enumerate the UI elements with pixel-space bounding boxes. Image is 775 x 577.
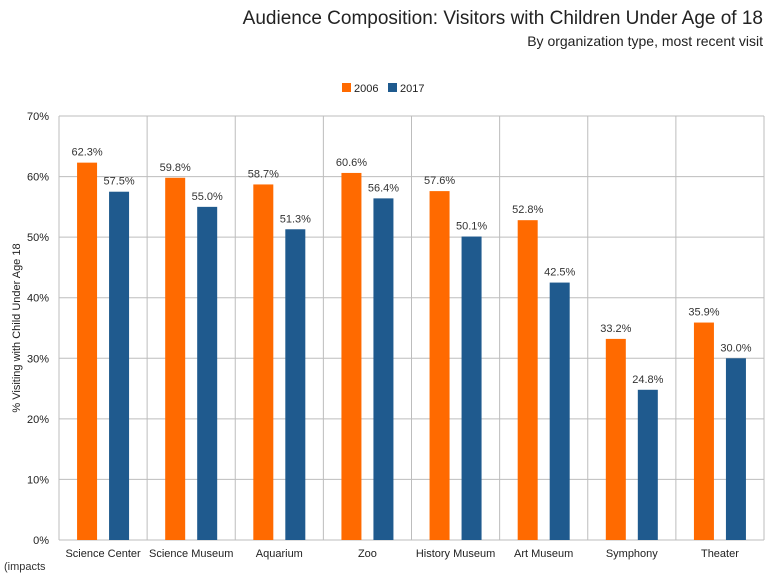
bar-2017: [197, 206, 218, 540]
data-label: 59.8%: [160, 162, 191, 174]
legend-swatch-2006: [342, 83, 351, 92]
bar-2017: [109, 191, 130, 540]
data-label: 51.3%: [280, 213, 311, 225]
bar-2017: [461, 236, 482, 540]
y-axis-ticks: 0% 10% 20% 30% 40% 50% 60% 70%: [27, 111, 49, 547]
x-tick-label: Zoo: [358, 548, 377, 560]
bar-2006: [693, 322, 714, 540]
data-label: 57.5%: [103, 176, 134, 188]
bar-2006: [77, 162, 98, 540]
x-tick-label: Science Center: [65, 548, 141, 560]
bar-2006: [341, 172, 362, 541]
bar-2006: [253, 184, 274, 540]
data-label: 42.5%: [544, 267, 575, 279]
legend-swatch-2017: [388, 83, 397, 92]
bar-2017: [637, 389, 658, 540]
bar-2017: [373, 198, 394, 540]
gridlines: [58, 115, 765, 541]
data-label: 24.8%: [632, 374, 663, 386]
bar-2006: [605, 338, 626, 540]
x-axis-ticks: Science Center Science Museum Aquarium Zoo H…: [65, 548, 739, 560]
data-label: 55.0%: [192, 191, 223, 203]
y-tick-label: 20%: [27, 414, 49, 426]
data-label: 30.0%: [720, 342, 751, 354]
x-tick-label: Science Museum: [149, 548, 233, 560]
x-tick-label: Aquarium: [256, 548, 303, 560]
y-tick-label: 30%: [27, 353, 49, 365]
data-label: 58.7%: [248, 168, 279, 180]
y-tick-label: 70%: [27, 111, 49, 123]
bars: 62.3% 57.5% 59.8% 55.0% 58.7% 51.3% 60.6% 56.4%…: [71, 147, 752, 541]
data-label: 52.8%: [512, 204, 543, 216]
y-tick-label: 40%: [27, 293, 49, 305]
legend: 2006 2017: [342, 83, 424, 95]
y-tick-label: 10%: [27, 474, 49, 486]
bar-2006: [517, 220, 538, 540]
data-label: 50.1%: [456, 221, 487, 233]
x-tick-label: Symphony: [606, 548, 658, 560]
y-tick-label: 50%: [27, 232, 49, 244]
chart-title: Audience Composition: Visitors with Chil…: [242, 8, 763, 29]
bar-2006: [165, 177, 186, 541]
bar-2017: [285, 229, 306, 541]
legend-label: 2006: [354, 83, 378, 95]
data-label: 57.6%: [424, 175, 455, 187]
data-label: 35.9%: [688, 307, 719, 319]
y-axis-label: % Visiting with Child Under Age 18: [11, 243, 23, 412]
x-tick-label: Art Museum: [514, 548, 573, 560]
legend-label: 2017: [400, 83, 424, 95]
y-tick-label: 60%: [27, 172, 49, 184]
bar-2017: [549, 282, 570, 540]
x-tick-label: Theater: [701, 548, 739, 560]
data-label: 62.3%: [71, 147, 102, 159]
data-label: 56.4%: [368, 182, 399, 194]
chart-subtitle: By organization type, most recent visit: [527, 33, 763, 49]
bar-2017: [725, 358, 746, 540]
y-tick-label: 0%: [33, 535, 49, 547]
bar-2006: [429, 191, 450, 540]
x-tick-label: History Museum: [416, 548, 495, 560]
data-label: 33.2%: [600, 323, 631, 335]
data-label: 60.6%: [336, 157, 367, 169]
brand-logo: (impacts: [4, 561, 46, 573]
